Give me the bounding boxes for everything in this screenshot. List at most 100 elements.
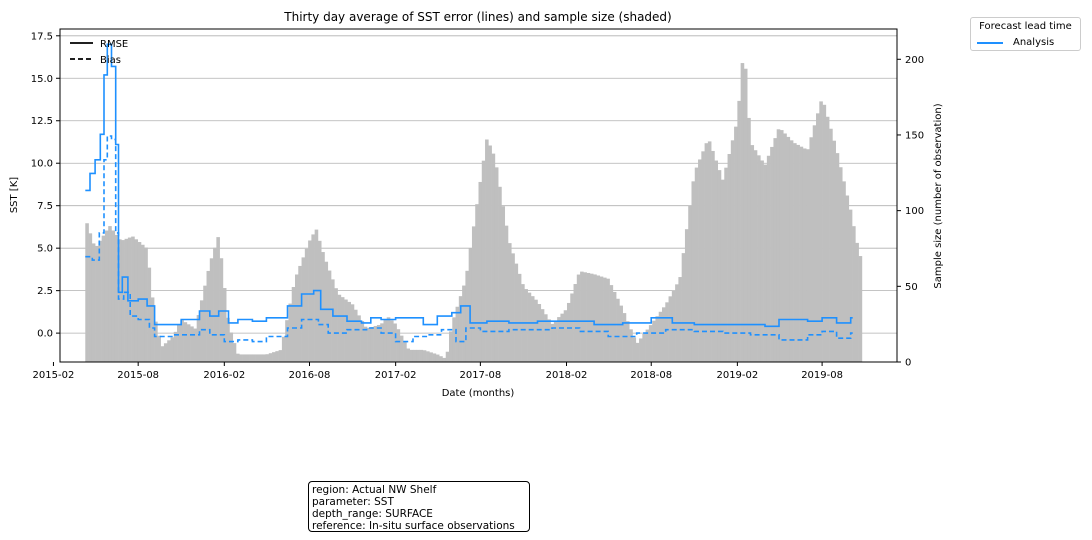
sample-size-bar — [419, 349, 424, 362]
y-tick-label: 7.5 — [37, 201, 53, 212]
sample-size-bar — [619, 305, 623, 362]
sample-size-bar — [114, 234, 119, 362]
sample-size-bar — [88, 233, 93, 362]
sample-size-bar — [104, 230, 109, 362]
plot-frame — [59, 28, 898, 363]
sample-size-bar — [265, 354, 270, 362]
sample-size-bar — [806, 149, 810, 362]
sample-size-bar — [566, 302, 571, 362]
sample-size-bar — [491, 153, 496, 362]
sample-size-bar — [832, 140, 836, 362]
sample-size-bar — [707, 141, 712, 362]
sample-size-bar — [245, 354, 250, 362]
y-tick-label: 10.0 — [31, 159, 53, 170]
sample-size-bar — [203, 285, 207, 362]
sample-size-bar — [825, 116, 830, 362]
sample-size-bar — [186, 324, 191, 362]
sample-size-bar — [373, 325, 378, 362]
sample-size-bar — [449, 331, 453, 362]
sample-size-bar — [393, 323, 397, 362]
sample-size-bar — [816, 113, 820, 363]
sample-size-bar — [694, 167, 699, 362]
x-tick-label: 2017-02 — [375, 370, 417, 381]
sample-size-bar — [779, 130, 784, 362]
region-text: region: Actual NW Shelf — [312, 484, 437, 496]
sample-size-bar — [363, 326, 368, 362]
sample-size-bar — [609, 285, 614, 362]
sample-size-bar — [452, 317, 456, 362]
sample-size-bar — [580, 271, 584, 362]
sample-size-bar — [612, 291, 617, 362]
sample-size-bar — [432, 353, 437, 362]
series-legend: Forecast lead time Analysis — [970, 17, 1081, 51]
line-style-legend: RMSE Bias — [70, 39, 128, 66]
sample-size-bar — [766, 155, 771, 362]
sample-size-bar — [662, 307, 666, 362]
sample-size-bar — [717, 170, 722, 362]
sample-size-bar — [514, 263, 519, 362]
sample-size-bar — [494, 167, 499, 362]
sample-size-bar — [799, 146, 804, 362]
sample-size-bar — [501, 206, 506, 362]
sample-size-bar — [127, 237, 132, 362]
sample-size-bar — [835, 153, 840, 362]
sample-size-bar — [219, 258, 224, 362]
sample-size-bar — [331, 279, 335, 362]
sample-size-bar — [684, 229, 689, 362]
sample-size-bar — [314, 229, 319, 362]
sample-size-bar — [193, 328, 197, 362]
sample-size-bar — [439, 356, 443, 362]
sample-size-bar — [275, 351, 279, 362]
sample-size-bar — [350, 304, 355, 362]
sample-size-bar — [327, 270, 332, 362]
sample-size-bar — [294, 274, 299, 362]
sample-size-bar — [639, 338, 643, 362]
sample-size-bar — [734, 126, 738, 362]
sample-size-bar — [281, 336, 286, 362]
sample-size-bar — [701, 151, 705, 362]
sample-size-bar — [367, 328, 371, 362]
sample-size-bar — [616, 298, 620, 362]
y-right-tick-label: 100 — [905, 206, 924, 217]
sample-size-bar — [471, 226, 476, 362]
sample-size-bar — [563, 310, 568, 362]
sample-size-bar — [576, 274, 581, 362]
sample-size-bar — [720, 179, 725, 362]
sample-size-bar — [390, 320, 394, 362]
sample-size-bar — [229, 332, 234, 362]
sample-size-bar — [668, 296, 673, 362]
sample-size-bar — [573, 284, 578, 362]
y-tick-label: 17.5 — [31, 31, 53, 42]
rmse-line — [85, 43, 853, 328]
sample-size-bar — [629, 329, 633, 362]
sample-size-bar — [819, 101, 823, 363]
sample-size-bar — [586, 272, 591, 362]
metadata-box: region: Actual NW Shelf parameter: SST d… — [308, 481, 530, 532]
sample-size-bar — [845, 195, 850, 362]
sample-size-bar — [648, 325, 653, 362]
sample-size-bar — [344, 299, 348, 362]
sample-size-bar — [422, 350, 427, 362]
sample-size-bar — [285, 320, 289, 362]
sample-size-bar — [730, 140, 735, 362]
sample-size-bar — [272, 352, 276, 362]
sample-size-bar — [340, 297, 345, 362]
x-tick-label: 2019-02 — [716, 370, 758, 381]
sample-size-bar — [603, 277, 607, 362]
y-tick-label: 0.0 — [37, 329, 53, 340]
sample-size-bar — [157, 335, 161, 362]
chart-title: Thirty day average of SST error (lines) … — [283, 10, 671, 24]
sample-size-bar — [163, 343, 168, 362]
x-tick-label: 2016-08 — [289, 370, 331, 381]
sample-size-bar — [681, 253, 686, 362]
sample-size-bar — [91, 243, 96, 362]
x-tick-label: 2019-08 — [801, 370, 843, 381]
sample-size-bar — [858, 256, 863, 362]
sample-size-bar — [635, 342, 640, 362]
sample-size-bar — [727, 153, 732, 362]
sample-size-bar — [98, 240, 102, 362]
sample-size-bar — [255, 354, 260, 362]
x-tick-label: 2017-08 — [459, 370, 501, 381]
sample-size-bar — [796, 144, 800, 362]
sample-size-bar — [786, 136, 791, 362]
